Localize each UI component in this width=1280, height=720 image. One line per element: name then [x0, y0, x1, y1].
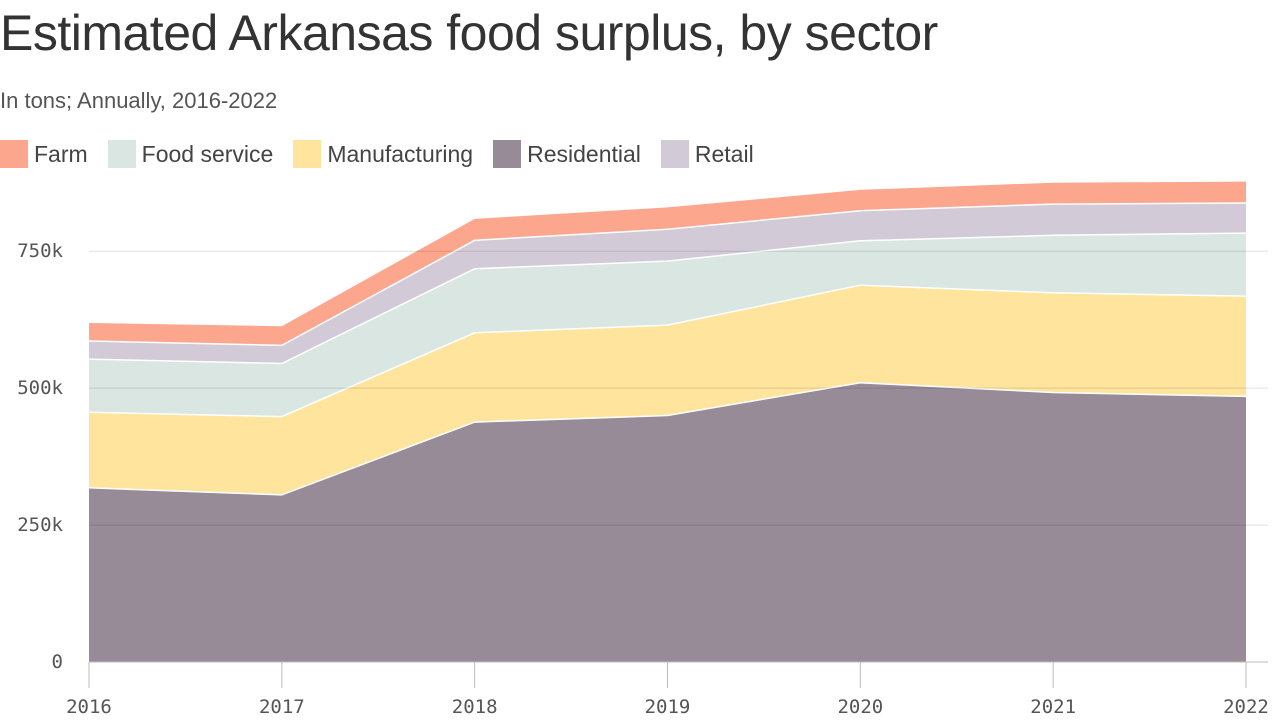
- x-tick-label: 2021: [1030, 696, 1076, 718]
- x-tick-label: 2016: [66, 696, 112, 718]
- x-tick-label: 2020: [837, 696, 883, 718]
- x-tick-label: 2017: [259, 696, 305, 718]
- legend-item-manufacturing: Manufacturing: [293, 140, 473, 168]
- x-tick-label: 2018: [452, 696, 498, 718]
- y-tick-label: 0: [52, 651, 63, 673]
- boundary-food-service: [88, 232, 1247, 365]
- legend: Farm Food service Manufacturing Residential…: [0, 140, 774, 168]
- legend-swatch-residential: [493, 140, 522, 168]
- legend-item-residential: Residential: [493, 140, 641, 168]
- x-tick-label: 2022: [1223, 696, 1269, 718]
- boundary-residential: [88, 381, 1247, 496]
- area-farm: [89, 181, 1246, 346]
- legend-item-farm: Farm: [0, 140, 88, 168]
- legend-swatch-retail: [660, 140, 689, 168]
- legend-item-retail: Retail: [660, 140, 754, 168]
- legend-swatch-manufacturing: [293, 140, 322, 168]
- chart-subtitle: In tons; Annually, 2016-2022: [0, 88, 278, 113]
- legend-label-retail: Retail: [694, 140, 754, 167]
- legend-label-manufacturing: Manufacturing: [327, 140, 474, 167]
- y-tick-label: 250k: [17, 514, 63, 536]
- legend-label-food-service: Food service: [141, 140, 274, 167]
- area-retail: [89, 203, 1246, 364]
- y-tick-label: 500k: [17, 377, 63, 399]
- legend-item-food-service: Food service: [107, 140, 274, 168]
- area-manufacturing: [89, 285, 1246, 495]
- chart-title: Estimated Arkansas food surplus, by sect…: [0, 5, 938, 61]
- legend-label-farm: Farm: [34, 140, 88, 167]
- legend-swatch-farm: [0, 140, 28, 168]
- legend-label-residential: Residential: [527, 140, 641, 167]
- area-residential: [89, 382, 1246, 662]
- x-tick-label: 2019: [645, 696, 691, 718]
- boundary-retail: [88, 202, 1247, 347]
- boundary-manufacturing: [88, 284, 1247, 418]
- y-tick-label: 750k: [17, 240, 63, 262]
- legend-swatch-food-service: [107, 140, 136, 168]
